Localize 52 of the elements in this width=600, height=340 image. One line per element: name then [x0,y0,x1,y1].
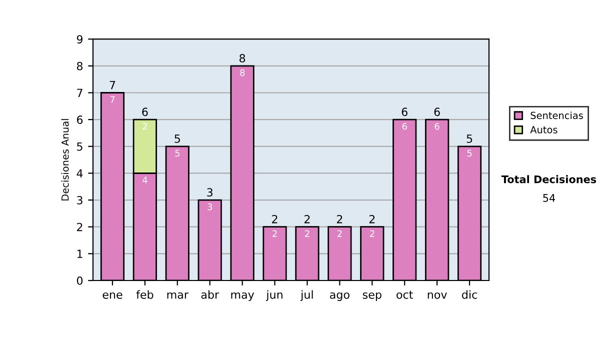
y-tick-label: 4 [76,169,83,178]
total-label: 2 [336,214,342,224]
x-tick-label: abr [201,290,220,299]
data-label: 8 [240,69,245,76]
total-label: 2 [304,214,310,224]
y-tick-label: 9 [76,35,82,44]
y-tick-label: 7 [77,88,82,97]
x-tick-label: may [231,292,254,301]
legend-label: Sentencias [530,112,583,120]
x-tick-label: mar [167,292,188,299]
legend-label: Autos [530,126,558,134]
total-label: 5 [174,134,180,143]
data-label: 5 [467,150,472,157]
x-tick-label: ago [330,292,350,301]
y-tick-label: 3 [77,196,82,204]
data-label: 3 [208,203,212,210]
text: Total Decisiones [501,175,596,184]
data-label: 2 [370,230,374,237]
data-label: 6 [434,122,440,130]
text: 54 [543,194,556,202]
data-label: 6 [402,122,407,130]
total-label: 5 [466,134,472,143]
total-label: 3 [207,188,212,197]
y-axis-title: Decisiones Anual [61,119,69,200]
y-tick-label: 2 [77,222,82,232]
x-tick-label: ene [102,292,122,299]
total-label: 6 [142,108,148,116]
data-label: 7 [110,96,115,103]
total-label: 2 [272,214,278,224]
total-label: 7 [110,80,116,90]
y-tick-label: 6 [76,116,83,124]
data-label: 5 [175,150,180,157]
data-label: 2 [142,122,147,130]
total-label: 6 [434,108,440,116]
x-tick-label: nov [428,292,447,299]
data-label: 2 [272,230,277,237]
y-tick-label: 5 [77,142,82,151]
x-tick-label: jun [266,290,282,301]
y-tick-label: 0 [76,276,83,285]
x-tick-label: feb [136,290,154,299]
data-label: 2 [337,230,342,237]
x-tick-label: sep [362,292,382,301]
data-label: 4 [142,176,148,184]
x-tick-label: oct [396,290,413,299]
x-tick-label: jul [300,290,313,301]
total-label: 6 [402,108,408,116]
x-tick-label: dic [462,290,477,299]
y-tick-label: 1 [77,250,82,258]
y-tick-label: 8 [76,62,83,70]
total-label: 2 [369,214,375,224]
total-label: 8 [240,54,246,62]
data-label: 2 [305,230,310,237]
